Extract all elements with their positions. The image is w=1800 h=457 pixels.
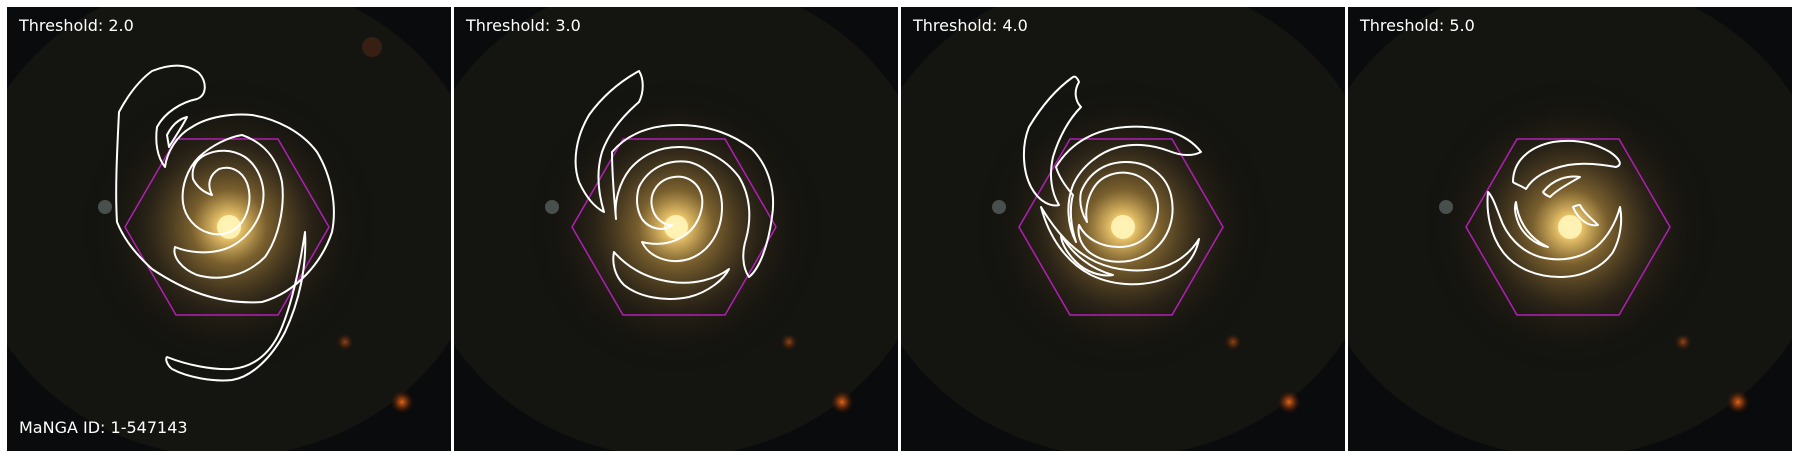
panel-threshold-3: Threshold: 3.0 (454, 7, 898, 451)
manga-id-label: MaNGA ID: 1-547143 (19, 418, 188, 437)
galaxy-image-2 (454, 7, 898, 451)
panel-label: Threshold: 4.0 (913, 16, 1028, 35)
panel-threshold-2: Threshold: 2.0 MaNGA ID: 1-547143 (7, 7, 451, 451)
panel-label: Threshold: 2.0 (19, 16, 134, 35)
panel-label: Threshold: 5.0 (1360, 16, 1475, 35)
galaxy-image-1 (7, 7, 451, 451)
panel-label: Threshold: 3.0 (466, 16, 581, 35)
galaxy-image-4 (1348, 7, 1792, 451)
panel-threshold-4: Threshold: 4.0 (901, 7, 1345, 451)
panel-threshold-5: Threshold: 5.0 (1348, 7, 1792, 451)
galaxy-image-3 (901, 7, 1345, 451)
